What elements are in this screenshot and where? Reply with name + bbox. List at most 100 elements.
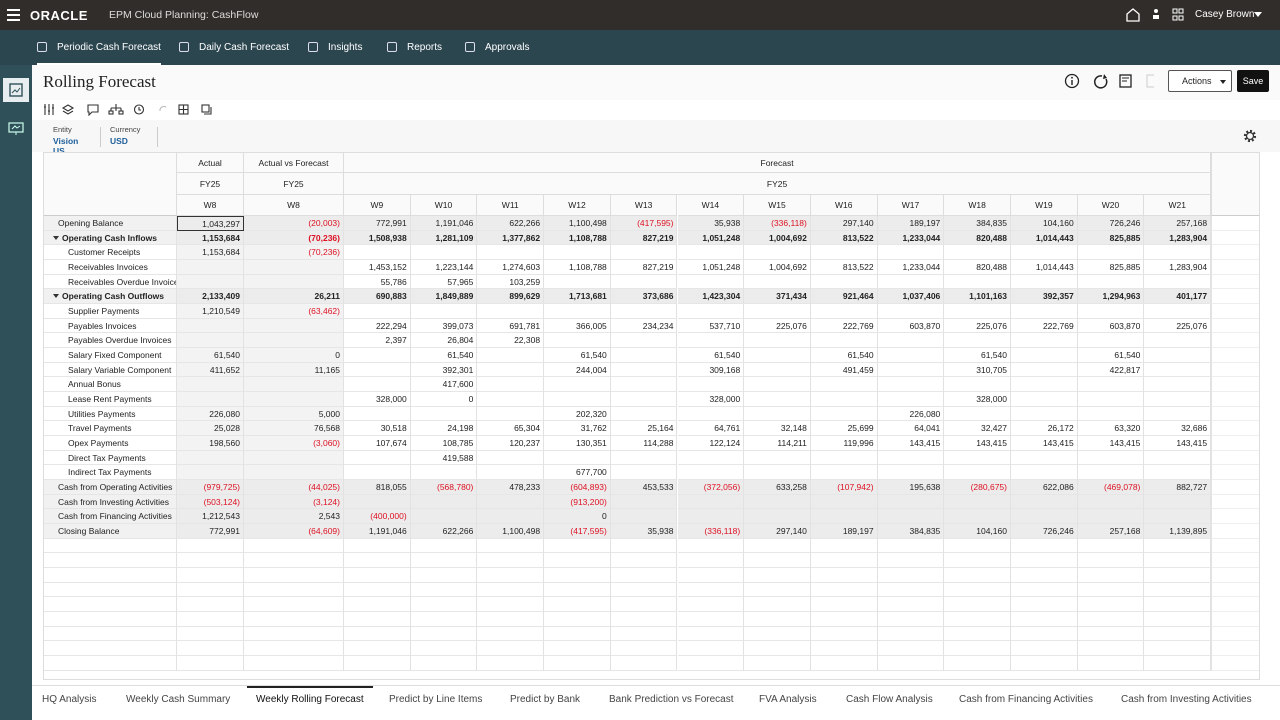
cell[interactable]: [810, 245, 878, 260]
cell[interactable]: 772,991: [344, 216, 411, 231]
sheet-tab[interactable]: Weekly Rolling Forecast: [247, 686, 373, 710]
cell[interactable]: 1,294,963: [1077, 289, 1145, 304]
cell[interactable]: [810, 406, 878, 422]
cell[interactable]: (568,780): [410, 480, 478, 495]
cell[interactable]: 1,423,304: [677, 289, 745, 304]
cell[interactable]: [344, 406, 411, 422]
cell[interactable]: 1,191,046: [410, 216, 478, 231]
cell[interactable]: 26,804: [410, 333, 478, 349]
cell[interactable]: (70,236): [244, 245, 344, 260]
cell[interactable]: 921,464: [810, 289, 878, 304]
cell[interactable]: [1077, 494, 1145, 510]
cell[interactable]: [1011, 450, 1078, 466]
cell[interactable]: [744, 406, 811, 422]
sheet-tab[interactable]: Bank Prediction vs Forecast: [609, 694, 734, 705]
cell[interactable]: [477, 406, 545, 422]
cell[interactable]: 825,885: [1077, 260, 1145, 275]
sheet-tab[interactable]: Cash Flow Analysis: [846, 694, 933, 705]
cell[interactable]: 64,041: [877, 421, 945, 437]
cell[interactable]: 1,153,684: [177, 245, 244, 260]
cell[interactable]: [877, 362, 945, 378]
cell[interactable]: [177, 465, 244, 481]
cell[interactable]: 22,308: [477, 333, 545, 349]
side-icon-active[interactable]: [3, 78, 29, 102]
cell[interactable]: [877, 465, 945, 481]
cell[interactable]: 1,004,692: [744, 230, 811, 246]
cell[interactable]: 297,140: [810, 216, 878, 231]
cell[interactable]: 120,237: [477, 436, 545, 451]
cell[interactable]: 225,076: [1144, 318, 1212, 334]
cell[interactable]: 328,000: [677, 392, 745, 407]
cell[interactable]: [244, 450, 344, 466]
cell[interactable]: [944, 494, 1011, 510]
cell[interactable]: [1144, 304, 1212, 319]
cell[interactable]: 1,453,152: [344, 260, 411, 275]
cell[interactable]: 726,246: [1011, 524, 1078, 539]
cell[interactable]: 310,705: [944, 362, 1011, 378]
cell[interactable]: [344, 450, 411, 466]
cell[interactable]: [610, 494, 678, 510]
settings-icon[interactable]: [1243, 129, 1257, 143]
cell[interactable]: 633,258: [744, 480, 811, 495]
cell[interactable]: 65,304: [477, 421, 545, 437]
side-icon[interactable]: [8, 122, 24, 136]
cell[interactable]: [410, 494, 478, 510]
cell[interactable]: [177, 392, 244, 407]
cell[interactable]: 61,540: [410, 348, 478, 363]
cell[interactable]: 384,835: [944, 216, 1011, 231]
cell[interactable]: 257,168: [1077, 524, 1145, 539]
cell[interactable]: 772,991: [177, 524, 244, 539]
cell[interactable]: 234,234: [610, 318, 678, 334]
cell[interactable]: 244,004: [544, 362, 611, 378]
cell[interactable]: [1077, 274, 1145, 290]
cell[interactable]: [677, 245, 745, 260]
cell[interactable]: 61,540: [1077, 348, 1145, 363]
cell[interactable]: 61,540: [810, 348, 878, 363]
cell[interactable]: 35,938: [677, 216, 745, 231]
cell[interactable]: 1,283,904: [1144, 260, 1212, 275]
cell[interactable]: [1144, 377, 1212, 393]
cell[interactable]: [610, 392, 678, 407]
cell[interactable]: 30,518: [344, 421, 411, 437]
cell[interactable]: 1,283,904: [1144, 230, 1212, 246]
cell[interactable]: 55,786: [344, 274, 411, 290]
cell[interactable]: [610, 509, 678, 525]
cell[interactable]: [1011, 392, 1078, 407]
cell[interactable]: (604,893): [544, 480, 611, 495]
cell[interactable]: [877, 494, 945, 510]
cell[interactable]: [744, 304, 811, 319]
cell[interactable]: [1144, 245, 1212, 260]
cell[interactable]: 5,000: [244, 406, 344, 422]
cell[interactable]: 1,108,788: [544, 260, 611, 275]
cell[interactable]: [944, 274, 1011, 290]
cell[interactable]: 61,540: [944, 348, 1011, 363]
cell[interactable]: [610, 348, 678, 363]
cell[interactable]: 1,139,895: [1144, 524, 1212, 539]
cell[interactable]: [177, 260, 244, 275]
cell[interactable]: [1144, 509, 1212, 525]
cell[interactable]: [244, 318, 344, 334]
cell[interactable]: 63,320: [1077, 421, 1145, 437]
cell[interactable]: [1077, 392, 1145, 407]
cell[interactable]: (336,118): [677, 524, 745, 539]
cell[interactable]: 143,415: [877, 436, 945, 451]
cell[interactable]: [744, 362, 811, 378]
cell[interactable]: [544, 304, 611, 319]
cell[interactable]: 1,100,498: [477, 524, 545, 539]
cell[interactable]: [1011, 274, 1078, 290]
cell[interactable]: 820,488: [944, 260, 1011, 275]
cell[interactable]: [610, 406, 678, 422]
cell[interactable]: 61,540: [677, 348, 745, 363]
cell[interactable]: [877, 348, 945, 363]
cell[interactable]: [610, 362, 678, 378]
cell[interactable]: [1011, 494, 1078, 510]
cell[interactable]: [610, 274, 678, 290]
cell[interactable]: [477, 362, 545, 378]
cell[interactable]: [944, 509, 1011, 525]
cell[interactable]: 1,043,297: [177, 216, 244, 231]
cell[interactable]: 35,938: [610, 524, 678, 539]
cell[interactable]: [744, 377, 811, 393]
cell[interactable]: [1144, 450, 1212, 466]
cell[interactable]: 603,870: [1077, 318, 1145, 334]
nav-item[interactable]: Approvals: [465, 30, 529, 65]
